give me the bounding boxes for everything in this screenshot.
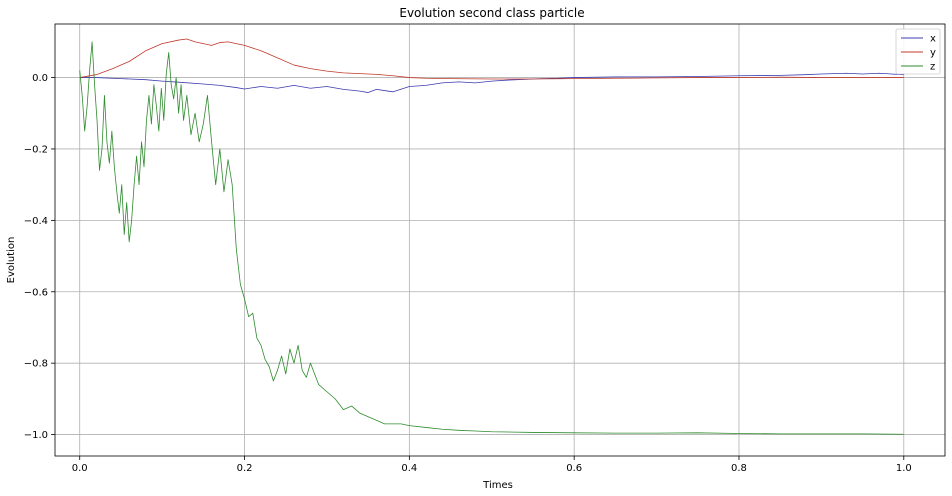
legend-label-x: x xyxy=(930,34,936,45)
y-tick-label: −0.6 xyxy=(24,287,48,298)
y-axis-ticks: 0.0 −0.2 −0.4 −0.6 −0.8 −1.0 xyxy=(24,73,55,441)
x-tick-label: 0.4 xyxy=(401,463,417,474)
legend-label-y: y xyxy=(930,48,936,59)
chart-title: Evolution second class particle xyxy=(399,6,584,20)
legend: xyz xyxy=(895,28,941,75)
series-line-x xyxy=(79,72,904,93)
x-tick-label: 0.0 xyxy=(72,463,88,474)
y-tick-label: −0.4 xyxy=(24,216,48,227)
y-axis-label: Evolution xyxy=(6,237,17,284)
plot-frame xyxy=(54,23,946,457)
y-tick-label: −1.0 xyxy=(24,430,48,441)
series-layer xyxy=(79,38,904,435)
x-tick-label: 0.6 xyxy=(566,463,582,474)
legend-label-z: z xyxy=(930,62,935,73)
y-tick-label: −0.8 xyxy=(24,359,48,370)
x-tick-label: 0.2 xyxy=(237,463,253,474)
x-tick-label: 0.8 xyxy=(731,463,747,474)
legend-box xyxy=(895,28,941,75)
y-tick-label: −0.2 xyxy=(24,144,48,155)
x-axis-label: Times xyxy=(482,480,513,491)
series-line-y xyxy=(79,38,904,80)
y-tick-label: 0.0 xyxy=(32,73,48,84)
series-line-z xyxy=(79,41,904,435)
x-tick-label: 1.0 xyxy=(896,463,912,474)
x-axis-ticks: 0.0 0.2 0.4 0.6 0.8 1.0 xyxy=(72,456,912,474)
